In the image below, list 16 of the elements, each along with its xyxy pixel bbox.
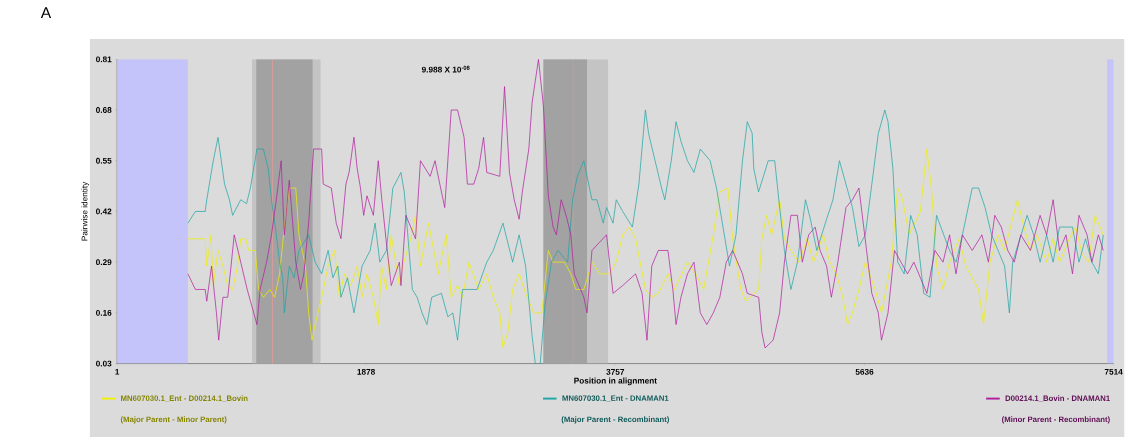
y-tick-label: 0.42 — [96, 208, 112, 215]
annotation: 9.988 X 10$^{-08}$ — [421, 65, 470, 73]
x-axis-title: Position in alignment — [574, 377, 657, 386]
y-tick-label: 0.68 — [96, 106, 112, 113]
x-tick-label: 3757 — [606, 368, 625, 375]
y-tick-label: 0.03 — [96, 360, 112, 367]
y-tick-label: 0.16 — [96, 309, 112, 316]
text: A — [40, 7, 52, 18]
x-tick-label: 1 — [115, 368, 120, 375]
x-tick-label: 1878 — [357, 368, 375, 375]
y-tick-label: 0.29 — [96, 259, 112, 265]
y-tick-label: 0.55 — [96, 157, 112, 164]
x-tick-label: 7514 — [1104, 368, 1123, 375]
y-axis-title: Pairwise identity — [81, 181, 90, 241]
y-tick-label: 0.81 — [96, 56, 112, 62]
x-tick-label: 5636 — [855, 368, 874, 375]
